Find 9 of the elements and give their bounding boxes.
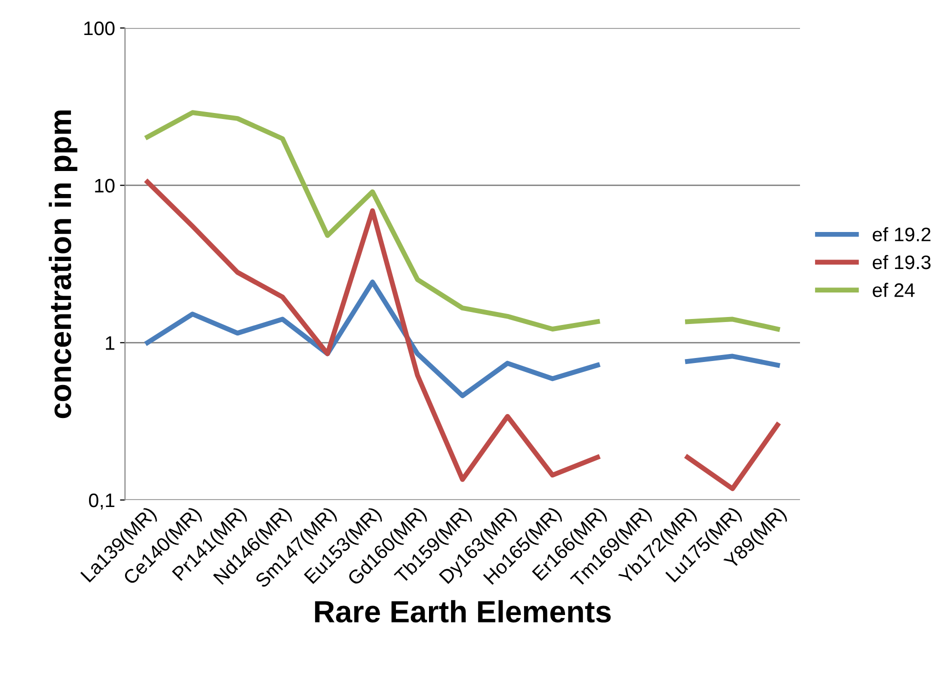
y-axis-title: concentration in ppm xyxy=(48,110,78,418)
legend-label: ef 19.3 xyxy=(872,254,931,270)
y-tick-label: 10 xyxy=(95,178,115,193)
legend-label: ef 19.2 xyxy=(872,227,930,242)
x-axis-title: Rare Earth Elements xyxy=(315,600,611,623)
y-tick-label: 0,1 xyxy=(89,493,114,510)
y-tick-label: 100 xyxy=(84,21,115,36)
legend-label: ef 24 xyxy=(872,282,915,298)
y-tick-label: 1 xyxy=(106,336,114,350)
